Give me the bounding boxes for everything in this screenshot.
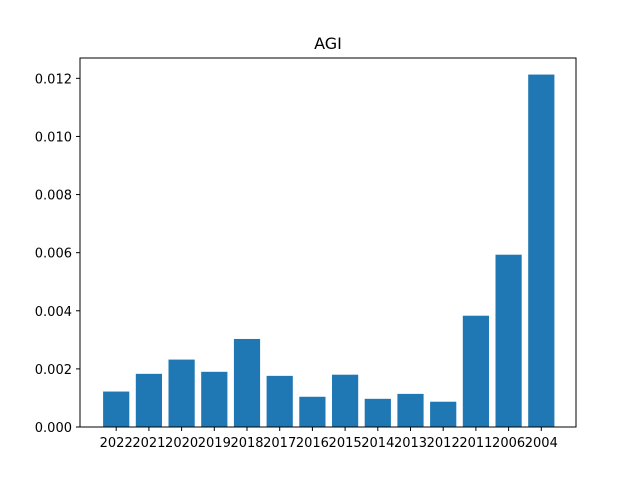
bar-2022 — [103, 391, 130, 427]
bar-2013 — [397, 393, 424, 427]
bar-2011 — [462, 315, 489, 427]
x-tick-label-2016: 2016 — [296, 436, 329, 451]
chart-title: AGI — [314, 34, 342, 53]
y-tick-label-3: 0.006 — [35, 247, 72, 262]
x-tick-label-2018: 2018 — [230, 436, 263, 451]
x-axis: 2022 2021 2020 2019 2018 2017 2016 2015 2014 2013… — [100, 427, 558, 451]
plot-frame — [79, 57, 577, 428]
x-tick-label-2020: 2020 — [165, 436, 198, 451]
x-tick-label-2011: 2011 — [459, 436, 492, 451]
bar-2012 — [430, 401, 457, 427]
bar-2021 — [135, 373, 162, 427]
x-tick-label-2004: 2004 — [525, 436, 558, 451]
y-tick-label-0: 0.000 — [35, 421, 72, 436]
bar-2018 — [233, 338, 261, 427]
y-tick-label-1: 0.002 — [35, 363, 72, 378]
bar-2004 — [528, 74, 555, 427]
y-tick-label-2: 0.004 — [35, 305, 72, 320]
bars-group — [103, 74, 555, 427]
x-tick-label-2006: 2006 — [492, 436, 525, 451]
y-axis: 0.000 0.002 0.004 0.006 0.008 0.010 0.012 — [35, 72, 80, 436]
bar-2017 — [266, 375, 293, 427]
x-tick-label-2012: 2012 — [427, 436, 460, 451]
y-tick-label-4: 0.008 — [35, 189, 72, 204]
y-tick-label-6: 0.012 — [35, 72, 72, 87]
x-tick-label-2022: 2022 — [100, 436, 133, 451]
bar-2014 — [364, 398, 391, 427]
bar-2015 — [332, 374, 359, 427]
bar-2006 — [495, 254, 522, 427]
bar-2016 — [299, 396, 326, 427]
bar-2019 — [201, 371, 228, 427]
y-tick-label-5: 0.010 — [35, 130, 72, 145]
x-tick-label-2015: 2015 — [329, 436, 362, 451]
x-tick-label-2021: 2021 — [132, 436, 165, 451]
x-tick-label-2017: 2017 — [263, 436, 296, 451]
bar-2020 — [168, 359, 195, 427]
x-tick-label-2013: 2013 — [394, 436, 427, 451]
x-tick-label-2019: 2019 — [198, 436, 231, 451]
x-tick-label-2014: 2014 — [361, 436, 394, 451]
